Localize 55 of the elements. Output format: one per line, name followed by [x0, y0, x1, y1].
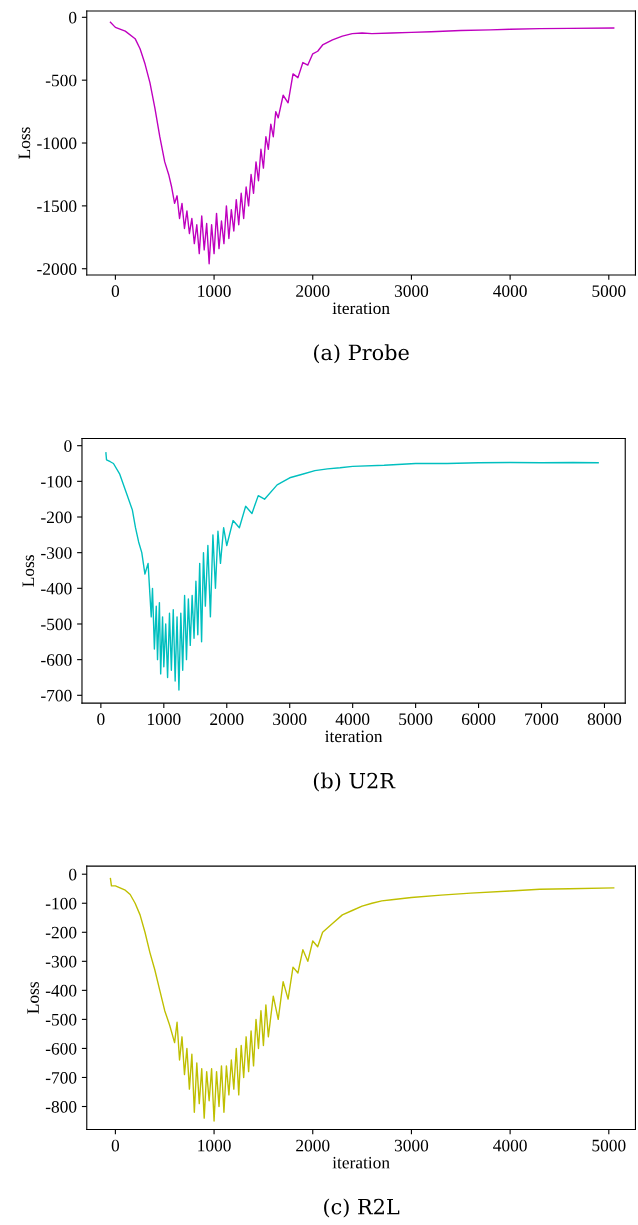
x-axis-title: iteration	[332, 1156, 390, 1169]
y-tick-label: -300	[45, 955, 77, 968]
x-tick-label: 0	[97, 713, 105, 726]
y-tick-label: -500	[45, 1013, 77, 1026]
y-tick-label: 0	[69, 11, 77, 24]
y-tick-label: -100	[41, 475, 72, 488]
y-tick-label: -400	[45, 984, 77, 997]
x-tick-label: 0	[111, 285, 120, 297]
x-tick-label: 3000	[394, 1139, 429, 1152]
line-series	[105, 452, 599, 691]
x-tick-label: 3000	[273, 713, 307, 726]
y-tick-label: -1000	[37, 137, 77, 150]
x-tick-label: 2000	[210, 713, 244, 726]
x-tick-label: 7000	[525, 713, 559, 726]
x-axis-title: iteration	[332, 302, 390, 315]
x-tick-label: 5000	[592, 285, 626, 297]
line-series	[109, 877, 615, 1122]
x-tick-label: 4000	[493, 1139, 527, 1152]
y-tick-label: -100	[45, 897, 77, 910]
y-tick-label: -600	[41, 654, 72, 666]
x-tick-label: 4000	[335, 713, 370, 726]
y-axis-title: Loss	[27, 981, 39, 1014]
line-series	[109, 21, 615, 265]
y-axis-title: Loss	[18, 127, 31, 159]
x-tick-label: 1000	[147, 713, 181, 726]
y-tick-label: -300	[41, 547, 72, 559]
y-tick-label: -200	[45, 926, 77, 939]
y-tick-label: -200	[41, 511, 72, 524]
y-tick-label: -500	[45, 74, 77, 87]
y-tick-label: 0	[64, 440, 72, 452]
text: (c) R2L	[324, 1198, 400, 1218]
y-tick-label: -700	[45, 1071, 77, 1084]
y-tick-label: -600	[45, 1042, 77, 1055]
y-tick-label: -1500	[37, 200, 77, 213]
x-tick-label: 8000	[587, 713, 622, 726]
x-tick-label: 4000	[493, 285, 527, 297]
x-tick-label: 2000	[296, 1139, 330, 1152]
x-tick-label: 1000	[198, 1139, 231, 1152]
x-tick-label: 2000	[296, 285, 330, 297]
x-axis-title: iteration	[325, 730, 383, 743]
y-tick-label: -400	[41, 582, 72, 595]
text: (a) Probe	[314, 344, 409, 364]
text: (b) U2R	[313, 772, 396, 792]
y-tick-label: -500	[41, 618, 72, 631]
y-tick-label: -800	[45, 1100, 77, 1113]
y-tick-label: -2000	[37, 263, 77, 275]
y-axis-title: Loss	[22, 555, 35, 587]
x-tick-label: 5000	[592, 1139, 626, 1152]
x-tick-label: 6000	[461, 713, 496, 726]
y-tick-label: 0	[69, 868, 77, 881]
y-tick-label: -700	[41, 689, 72, 702]
x-tick-label: 1000	[198, 285, 231, 297]
x-tick-label: 3000	[394, 285, 429, 297]
x-tick-label: 0	[111, 1139, 120, 1152]
x-tick-label: 5000	[399, 713, 433, 726]
